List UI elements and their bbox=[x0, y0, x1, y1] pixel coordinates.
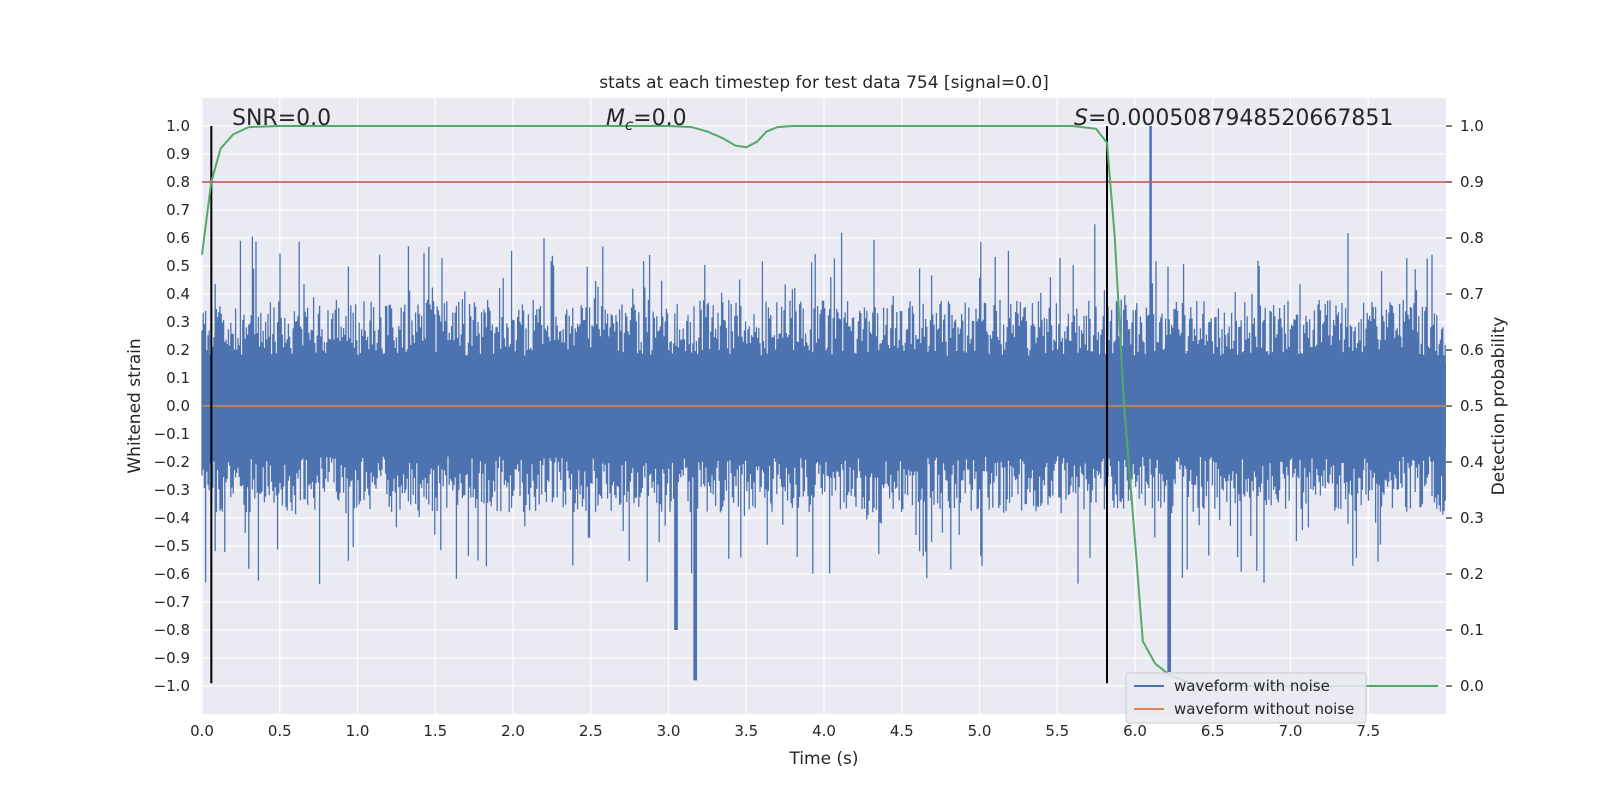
x-tick-label: 7.5 bbox=[1356, 722, 1380, 740]
y-tick-label: −0.1 bbox=[154, 425, 190, 443]
legend: waveform with noise waveform without noi… bbox=[1125, 672, 1367, 724]
y2-tick-label: 0.5 bbox=[1460, 397, 1484, 415]
x-tick-label: 1.5 bbox=[423, 722, 447, 740]
s-annotation: S=0.0005087948520667851 bbox=[1074, 106, 1393, 131]
y-tick-label: 0.2 bbox=[166, 341, 190, 359]
y2-tick-label: 0.7 bbox=[1460, 285, 1484, 303]
chart-title: stats at each timestep for test data 754… bbox=[599, 73, 1049, 93]
legend-box bbox=[1125, 672, 1367, 724]
x-tick-label: 4.5 bbox=[890, 722, 914, 740]
y-tick-label: −0.2 bbox=[154, 453, 190, 471]
ticks: 0.0 0.5 1.0 1.5 2.0 2.5 3.0 3.5 4.0 4.5 5.0 5.5 6.0 6… bbox=[154, 117, 1484, 740]
y2-tick-label: 0.9 bbox=[1460, 173, 1484, 191]
y-axis-label: Whitened strain bbox=[125, 338, 145, 473]
y-tick-label: 0.4 bbox=[166, 285, 190, 303]
y-tick-label: 0.9 bbox=[166, 145, 190, 163]
y2-tick-label: 0.3 bbox=[1460, 509, 1484, 527]
mc-annotation: Mc=0.0 bbox=[606, 106, 687, 134]
y2-tick-label: 1.0 bbox=[1460, 117, 1484, 135]
legend-label-noise: waveform with noise bbox=[1174, 677, 1330, 695]
x-tick-label: 0.5 bbox=[268, 722, 292, 740]
y-tick-label: −0.6 bbox=[154, 565, 190, 583]
y2-axis-label: Detection probability bbox=[1489, 317, 1509, 496]
y-tick-label: −0.4 bbox=[154, 509, 190, 527]
y2-tick-label: 0.1 bbox=[1460, 621, 1484, 639]
x-tick-label: 6.0 bbox=[1123, 722, 1147, 740]
y2-tick-label: 0.6 bbox=[1460, 341, 1484, 359]
legend-label-clean: waveform without noise bbox=[1174, 700, 1354, 718]
snr-annotation: SNR=0.0 bbox=[232, 106, 331, 131]
x-tick-label: 7.0 bbox=[1279, 722, 1303, 740]
y-tick-label: −0.8 bbox=[154, 621, 190, 639]
x-tick-label: 1.0 bbox=[346, 722, 370, 740]
x-tick-label: 0.0 bbox=[190, 722, 214, 740]
y-tick-label: −0.3 bbox=[154, 481, 190, 499]
x-tick-label: 2.0 bbox=[501, 722, 525, 740]
y-tick-label: −1.0 bbox=[154, 677, 190, 695]
y2-tick-label: 0.4 bbox=[1460, 453, 1484, 471]
x-tick-label: 3.0 bbox=[657, 722, 681, 740]
y2-tick-label: 0.2 bbox=[1460, 565, 1484, 583]
y2-tick-label: 0.8 bbox=[1460, 229, 1484, 247]
detection-probability-line bbox=[201, 125, 1439, 687]
y-tick-label: 0.8 bbox=[166, 173, 190, 191]
y-tick-label: 0.1 bbox=[166, 369, 190, 387]
y-tick-label: 0.7 bbox=[166, 201, 190, 219]
y-tick-label: −0.9 bbox=[154, 649, 190, 667]
vertical-markers bbox=[210, 126, 1109, 684]
x-tick-label: 2.5 bbox=[579, 722, 603, 740]
y-tick-label: 1.0 bbox=[166, 117, 190, 135]
x-tick-label: 3.5 bbox=[734, 722, 758, 740]
x-tick-label: 5.0 bbox=[968, 722, 992, 740]
x-tick-label: 4.0 bbox=[812, 722, 836, 740]
y-tick-label: −0.7 bbox=[154, 593, 190, 611]
x-axis-label: Time (s) bbox=[788, 749, 858, 769]
y-tick-label: 0.6 bbox=[166, 229, 190, 247]
x-tick-label: 6.5 bbox=[1201, 722, 1225, 740]
y-tick-label: −0.5 bbox=[154, 537, 190, 555]
y-tick-label: 0.0 bbox=[166, 397, 190, 415]
x-tick-label: 5.5 bbox=[1045, 722, 1069, 740]
y2-tick-label: 0.0 bbox=[1460, 677, 1484, 695]
y-tick-label: 0.5 bbox=[166, 257, 190, 275]
y-tick-label: 0.3 bbox=[166, 313, 190, 331]
